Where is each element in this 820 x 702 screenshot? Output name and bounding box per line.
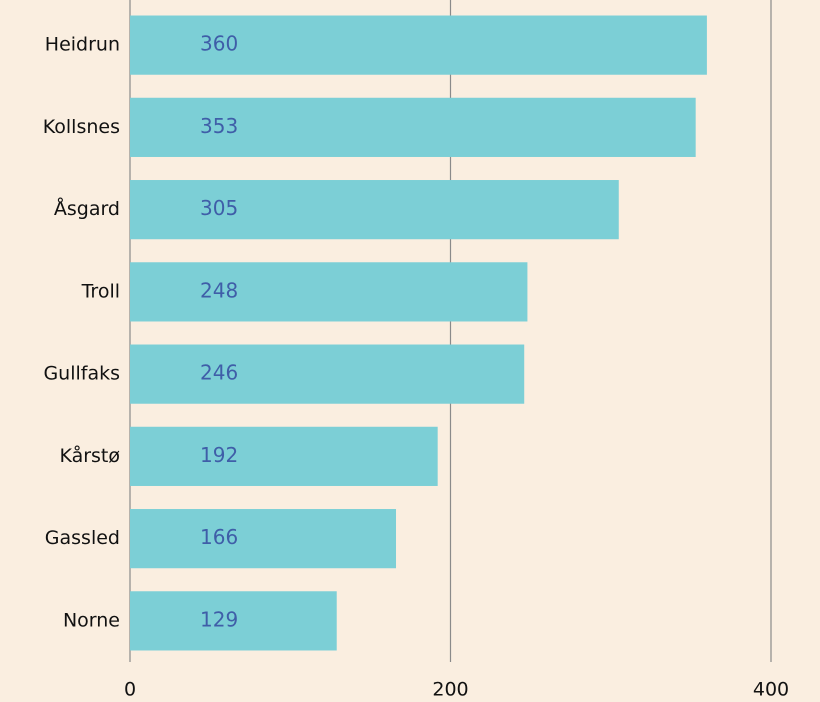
bar xyxy=(130,262,528,322)
y-tick-label: Kårstø xyxy=(59,444,120,467)
bar xyxy=(130,509,397,569)
bar xyxy=(130,180,619,240)
x-tick-label: 0 xyxy=(124,679,136,701)
y-tick-label: Gullfaks xyxy=(43,363,120,385)
y-tick-label: Gassled xyxy=(45,527,120,549)
x-tick-label: 200 xyxy=(432,679,468,701)
value-label: 192 xyxy=(200,443,238,467)
y-tick-label: Norne xyxy=(63,609,120,631)
bar xyxy=(130,426,438,486)
value-label: 166 xyxy=(200,525,238,549)
y-tick-label: Troll xyxy=(81,280,120,302)
x-tick-label: 400 xyxy=(753,679,789,701)
value-label: 129 xyxy=(200,607,238,631)
bar xyxy=(130,15,707,75)
bar xyxy=(130,591,337,651)
bar xyxy=(130,97,696,157)
y-tick-label: Kollsnes xyxy=(43,116,120,138)
y-tick-label: Heidrun xyxy=(45,34,120,56)
value-label: 305 xyxy=(200,196,238,220)
value-label: 248 xyxy=(200,278,238,302)
value-label: 360 xyxy=(200,32,238,56)
value-label: 353 xyxy=(200,114,238,138)
y-tick-label: Åsgard xyxy=(54,197,120,220)
value-label: 246 xyxy=(200,361,238,385)
bar xyxy=(130,344,525,404)
